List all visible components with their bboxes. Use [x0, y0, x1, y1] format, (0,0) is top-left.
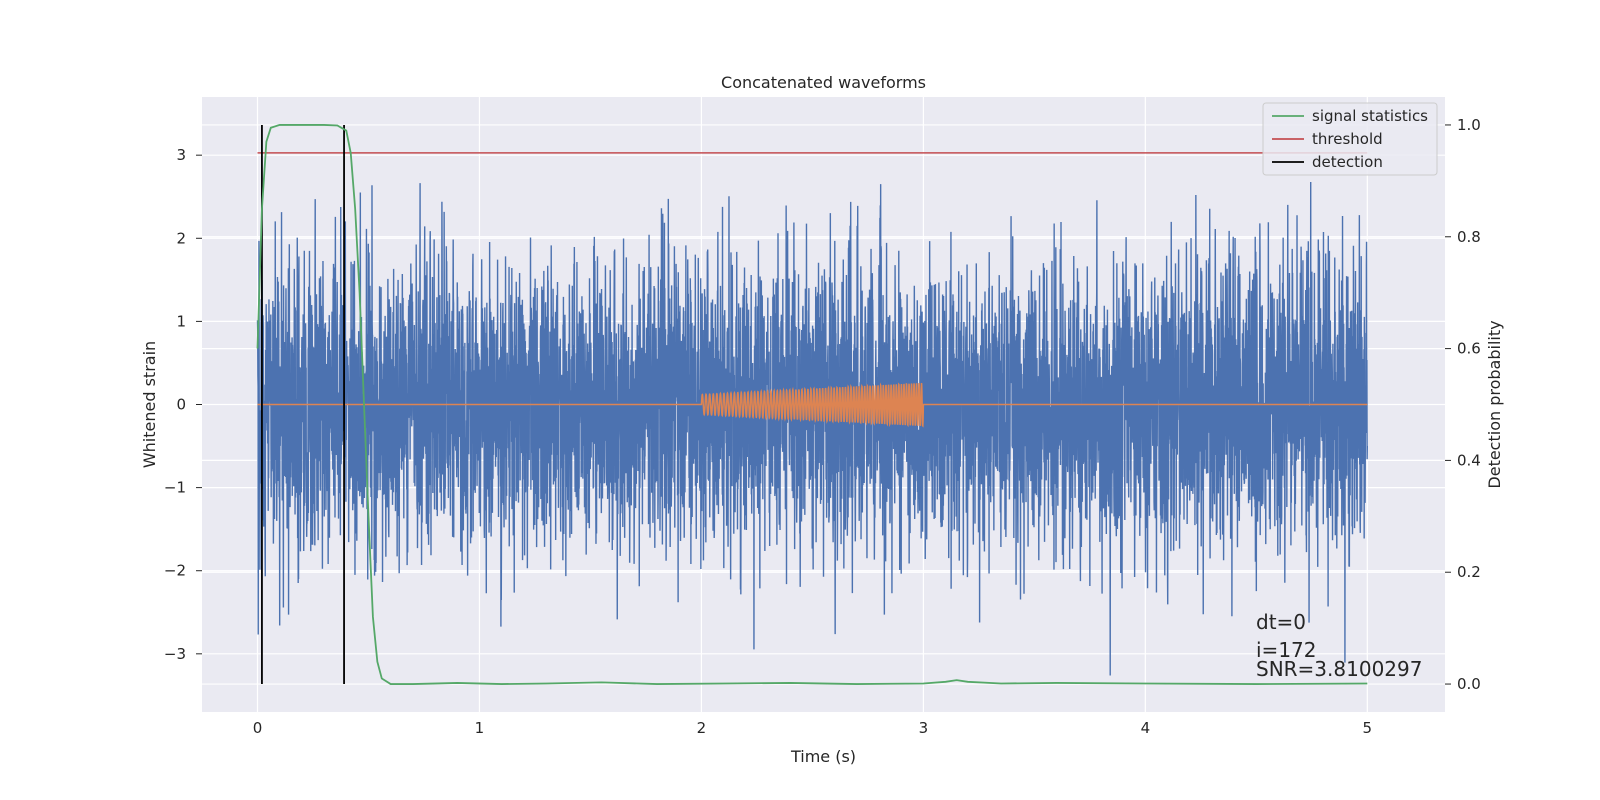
x-tick-label: 1 — [475, 719, 485, 737]
legend-box — [1262, 102, 1438, 176]
y-left-tick-label: 3 — [176, 146, 186, 164]
y-left-tick-label: 0 — [176, 396, 186, 414]
y-right-axis-label: Detection probability — [1485, 320, 1504, 488]
y-right-tick-label: 1.0 — [1457, 116, 1481, 134]
x-axis-label: Time (s) — [790, 747, 856, 766]
y-right-tick-label: 0.0 — [1457, 675, 1481, 693]
legend-label-threshold: threshold — [1312, 130, 1383, 148]
y-right-tick-label: 0.6 — [1457, 340, 1481, 358]
y-right-axis-ticks: 0.0 0.2 0.4 0.6 0.8 1.0 — [1445, 116, 1481, 693]
legend: signal statistics threshold detection — [1262, 102, 1438, 176]
y-left-tick-label: 2 — [176, 229, 186, 247]
annotation-index: i=172 — [1256, 638, 1317, 662]
y-right-tick-label: 0.2 — [1457, 563, 1481, 581]
legend-label-signal-statistics: signal statistics — [1312, 107, 1428, 125]
y-left-axis-ticks: −3 −2 −1 0 1 2 3 — [164, 146, 202, 663]
plot-series — [256, 124, 1369, 685]
x-tick-label: 4 — [1141, 719, 1151, 737]
x-tick-label: 5 — [1363, 719, 1373, 737]
y-left-axis-label: Whitened strain — [140, 341, 159, 468]
chart-title: Concatenated waveforms — [721, 73, 926, 92]
y-right-tick-label: 0.8 — [1457, 228, 1481, 246]
y-left-tick-label: −3 — [164, 645, 186, 663]
x-axis-ticks: 0 1 2 3 4 5 — [253, 719, 1372, 737]
annotation-text: dt=0 i=172 SNR=3.8100297 — [1256, 610, 1422, 681]
y-left-tick-label: −1 — [164, 479, 186, 497]
y-right-tick-label: 0.4 — [1457, 451, 1481, 469]
x-tick-label: 2 — [697, 719, 707, 737]
y-left-tick-label: 1 — [176, 312, 186, 330]
annotation-snr: SNR=3.8100297 — [1256, 657, 1422, 681]
legend-label-detection: detection — [1312, 153, 1383, 171]
x-tick-label: 3 — [919, 719, 929, 737]
x-tick-label: 0 — [253, 719, 263, 737]
series-signal-statistics-line — [256, 124, 1368, 685]
annotation-dt: dt=0 — [1256, 610, 1306, 634]
series-noise-line — [256, 182, 1369, 676]
y-left-tick-label: −2 — [164, 562, 186, 580]
series-chirp-line — [257, 382, 1368, 428]
